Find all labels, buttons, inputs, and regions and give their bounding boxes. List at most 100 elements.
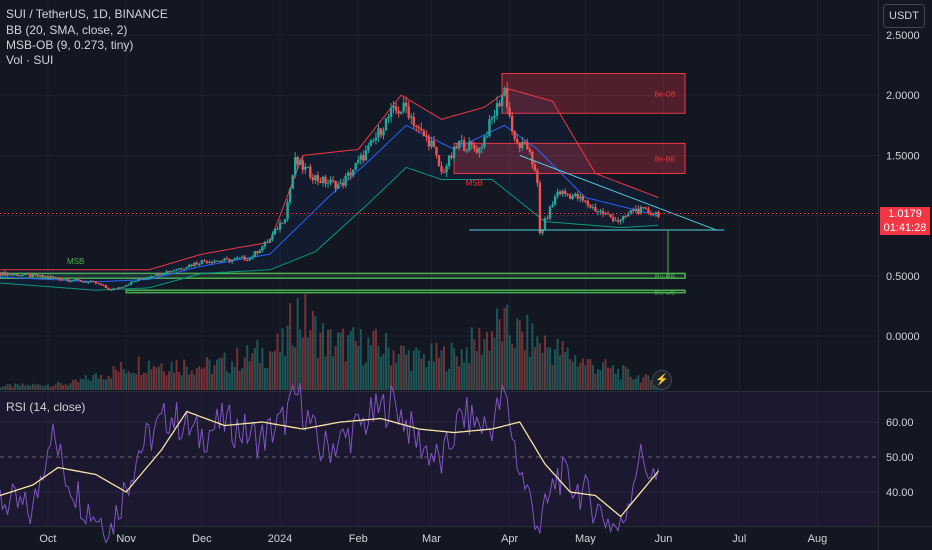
volume-bar — [652, 384, 655, 390]
volume-bar — [79, 378, 82, 390]
candle-body — [64, 279, 67, 281]
volume-bar — [203, 367, 206, 390]
volume-bar — [127, 370, 130, 390]
volume-indicator-label[interactable]: Vol · SUI — [6, 53, 54, 67]
volume-bar — [253, 348, 256, 390]
candle-body — [117, 287, 120, 289]
volume-bar — [44, 385, 47, 390]
volume-bar — [137, 356, 140, 390]
volume-bar — [266, 367, 269, 390]
volume-bar — [604, 359, 607, 390]
volume-bar — [145, 373, 148, 390]
candle-body — [16, 274, 19, 276]
time-axis-label: Feb — [349, 533, 368, 545]
candle-body — [369, 140, 373, 146]
candle-body — [218, 260, 221, 262]
volume-bar — [468, 363, 471, 390]
candle-body — [548, 206, 552, 219]
candle-body — [652, 213, 655, 215]
candle-body — [273, 228, 277, 235]
volume-bar — [49, 386, 52, 390]
candle-body — [508, 107, 511, 116]
volume-bar — [493, 337, 496, 390]
candle-body — [66, 279, 70, 282]
candle-body — [498, 103, 501, 107]
rsi-axis-label: 60.00 — [886, 417, 914, 429]
candle-body — [510, 115, 514, 132]
order-block-bull — [0, 272, 686, 279]
volume-bar — [180, 375, 183, 390]
volume-bar — [609, 367, 612, 390]
candle-body — [291, 175, 294, 189]
candle-body — [41, 274, 45, 277]
bollinger-band-fill — [0, 89, 659, 291]
volume-bar — [506, 304, 509, 390]
candle-body — [13, 274, 17, 276]
candle-body — [594, 207, 597, 212]
volume-bar — [135, 374, 138, 390]
volume-bar — [268, 350, 271, 390]
volume-bar — [157, 366, 160, 390]
candle-body — [198, 264, 201, 266]
candle-body — [251, 256, 254, 258]
volume-bar — [647, 375, 650, 390]
volume-bar — [513, 348, 516, 390]
lightning-icon[interactable]: ⚡ — [652, 370, 672, 390]
volume-bar — [564, 351, 567, 390]
candle-body — [185, 267, 188, 269]
candle-body — [306, 166, 310, 168]
candle-body — [417, 127, 421, 129]
volume-bar — [97, 378, 100, 390]
msb-ob-indicator-label[interactable]: MSB-OB (9, 0.273, tiny) — [6, 38, 134, 52]
bb-indicator-label[interactable]: BB (20, SMA, close, 2) — [6, 23, 128, 37]
bollinger-lower-line — [0, 166, 659, 291]
volume-bar — [102, 379, 105, 390]
price-axis-label: 1.5000 — [886, 150, 920, 162]
candle-body — [6, 273, 9, 276]
volume-bar — [395, 362, 398, 390]
candle-body — [39, 274, 42, 277]
rsi-indicator-label[interactable]: RSI (14, close) — [6, 400, 86, 414]
volume-bar — [581, 358, 584, 390]
volume-bar — [569, 359, 572, 390]
volume-bar — [284, 355, 287, 390]
candle-body — [536, 170, 539, 183]
volume-bar — [309, 329, 312, 390]
volume-bar — [448, 368, 451, 390]
volume-bar — [475, 351, 478, 390]
volume-bar — [311, 310, 314, 390]
candle-body — [364, 150, 368, 161]
volume-bar — [455, 356, 458, 390]
volume-bar — [215, 359, 218, 390]
candle-body — [253, 251, 257, 257]
volume-bar — [150, 369, 153, 390]
volume-bar — [4, 385, 7, 390]
candle-body — [543, 218, 547, 230]
volume-bar — [430, 343, 433, 390]
rsi-ma-line — [0, 410, 659, 518]
volume-bar — [622, 365, 625, 390]
candle-body — [432, 140, 436, 147]
candle-body — [11, 274, 14, 276]
candle-body — [591, 207, 595, 209]
volume-bar — [347, 335, 350, 390]
candle-body — [109, 289, 113, 291]
currency-unit-button[interactable]: USDT — [883, 4, 925, 28]
candle-body — [162, 273, 166, 275]
volume-bar — [132, 372, 135, 390]
candle-body — [379, 128, 383, 136]
price-axis-label: 2.0000 — [886, 90, 920, 102]
candle-body — [473, 144, 476, 149]
volume-bar — [594, 373, 597, 390]
candle-body — [657, 212, 660, 217]
candle-body — [263, 242, 267, 247]
candle-body — [230, 259, 234, 262]
volume-bar — [122, 368, 125, 390]
candle-body — [296, 157, 299, 165]
volume-bar — [612, 365, 615, 390]
volume-bar — [243, 357, 246, 390]
candle-body — [399, 111, 403, 114]
volume-bar — [299, 329, 302, 390]
volume-bar — [458, 366, 461, 390]
